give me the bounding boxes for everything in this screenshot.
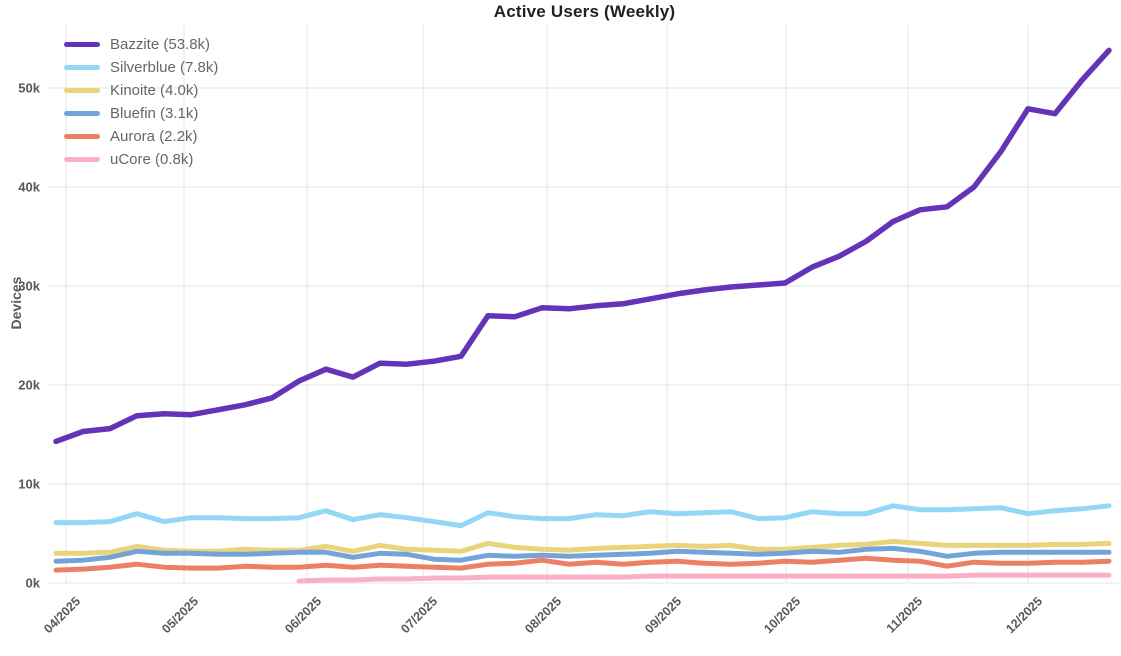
legend-swatch-icon (64, 64, 100, 70)
legend-label: Kinoite (4.0k) (110, 81, 199, 99)
x-tick-label: 05/2025 (159, 594, 201, 636)
legend-swatch-icon (64, 87, 100, 93)
chart-title: Active Users (Weekly) (493, 2, 676, 21)
x-tick-label: 08/2025 (522, 594, 564, 636)
x-tick-label: 11/2025 (884, 594, 925, 635)
legend-label: uCore (0.8k) (110, 150, 194, 168)
series-line-kinoite[interactable] (53, 538, 1112, 556)
x-tick-label: 07/2025 (398, 594, 440, 636)
y-tick-label: 10k (18, 477, 40, 492)
legend-item-bluefin[interactable]: Bluefin (3.1k) (64, 104, 218, 122)
x-tick-label: 04/2025 (41, 594, 83, 636)
legend-label: Bluefin (3.1k) (110, 104, 199, 122)
series-line-ucore[interactable] (296, 572, 1112, 584)
x-tick-label: 10/2025 (761, 594, 803, 636)
legend-swatch-icon (64, 133, 100, 139)
legend-item-ucore[interactable]: uCore (0.8k) (64, 150, 218, 168)
y-tick-label: 50k (18, 81, 40, 96)
legend-item-silverblue[interactable]: Silverblue (7.8k) (64, 58, 219, 76)
legend-swatch-icon (64, 41, 100, 47)
legend-item-kinoite[interactable]: Kinoite (4.0k) (64, 81, 218, 99)
legend-swatch-icon (64, 156, 100, 162)
legend-label: Aurora (2.2k) (110, 127, 198, 145)
series-line-aurora[interactable] (53, 555, 1112, 573)
series-line-bazzite[interactable] (53, 47, 1112, 445)
x-tick-label: 09/2025 (642, 594, 684, 636)
legend-label: Silverblue (7.8k) (110, 58, 219, 76)
x-tick-label: 06/2025 (282, 594, 324, 636)
series-line-bluefin[interactable] (53, 545, 1112, 564)
legend-item-bazzite[interactable]: Bazzite (53.8k) (64, 35, 218, 53)
series-line-silverblue[interactable] (53, 503, 1112, 529)
y-tick-label: 40k (18, 180, 40, 195)
legend-swatch-icon (64, 110, 100, 116)
legend-item-aurora[interactable]: Aurora (2.2k) (64, 127, 218, 145)
y-tick-label: 20k (18, 378, 40, 393)
legend-label: Bazzite (53.8k) (110, 35, 211, 53)
y-tick-label: 30k (18, 279, 40, 294)
legend: Bazzite (53.8k) Silverblue (7.8k) Kinoite … (64, 35, 219, 168)
y-tick-label: 0k (26, 576, 41, 591)
x-tick-label: 12/2025 (1003, 594, 1045, 636)
